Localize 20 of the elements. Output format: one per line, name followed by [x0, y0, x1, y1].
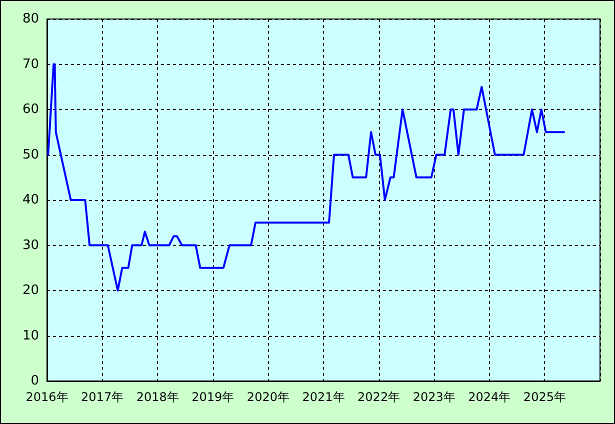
y-tick-label: 50	[22, 147, 39, 162]
y-tick-label: 80	[22, 12, 39, 26]
y-tick-label: 20	[22, 283, 39, 298]
x-tick-label: 2018年	[136, 390, 179, 404]
x-tick-label: 2019年	[192, 390, 234, 404]
x-tick-label: 2021年	[302, 390, 345, 404]
x-tick-label: 2024年	[468, 390, 511, 404]
y-tick-label: 0	[30, 374, 39, 388]
x-tick-label: 2025年	[523, 390, 566, 404]
x-tick-label: 2016年	[26, 390, 68, 404]
line-series	[47, 63, 566, 292]
x-tick-label: 2022年	[358, 390, 400, 404]
y-tick-label: 70	[22, 56, 39, 72]
y-tick-label: 40	[22, 192, 39, 208]
y-tick-label: 10	[22, 328, 39, 344]
x-tick-label: 2020年	[246, 390, 290, 404]
y-tick-label: 30	[22, 238, 39, 253]
x-tick-label: 2017年	[81, 390, 124, 404]
y-tick-label: 60	[22, 102, 39, 117]
x-tick-label: 2023年	[412, 390, 456, 404]
